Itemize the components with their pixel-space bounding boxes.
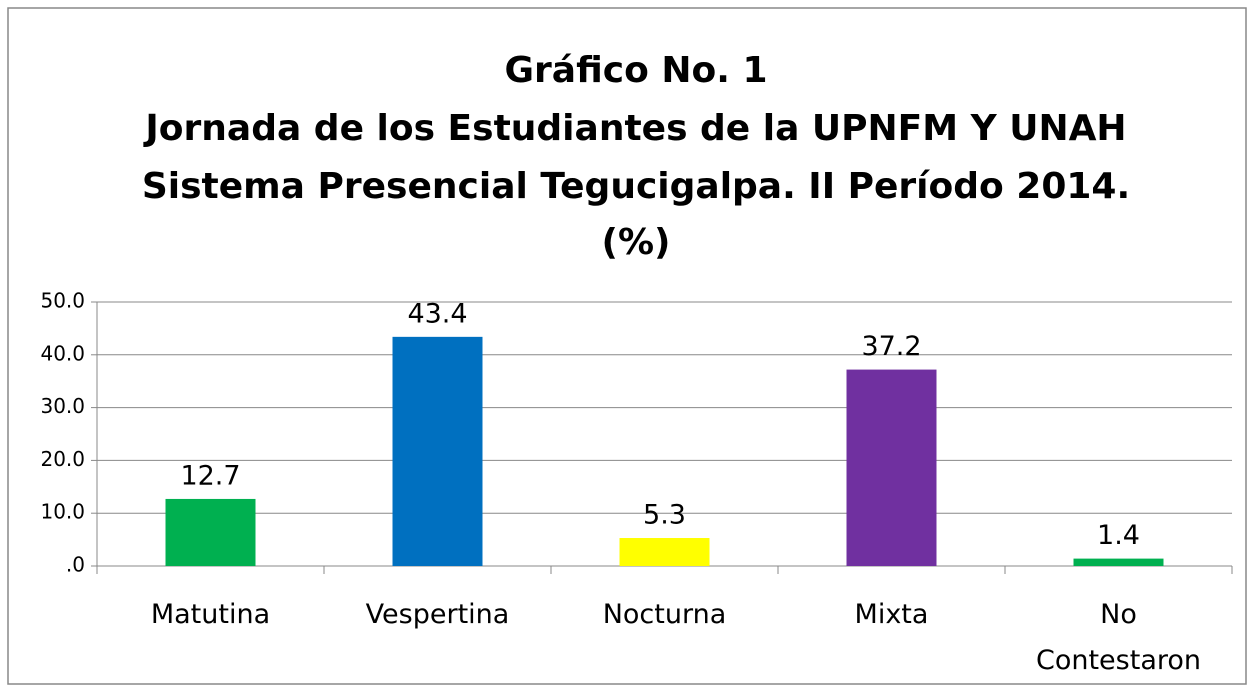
bar [619, 538, 710, 566]
value-label: 5.3 [643, 500, 686, 531]
x-tick-label: Mixta [854, 599, 929, 630]
chart-title: Sistema Presencial Tegucigalpa. II Perío… [142, 166, 1130, 207]
x-tick-label: Nocturna [602, 599, 727, 630]
chart-title: (%) [602, 222, 671, 263]
bar [392, 336, 483, 566]
value-label: 37.2 [861, 331, 921, 362]
bar [1073, 558, 1164, 566]
y-tick-label: 40.0 [40, 341, 85, 365]
chart-frame [7, 7, 1247, 685]
y-tick-label: .0 [66, 553, 85, 577]
x-tick-label: No Contestaron [1035, 599, 1202, 676]
y-tick-label: 50.0 [40, 289, 85, 313]
chart-title: Gráfico No. 1 [504, 50, 767, 91]
chart-title: Jornada de los Estudiantes de la UPNFM Y… [142, 108, 1126, 149]
value-label: 12.7 [180, 460, 240, 491]
x-tick-label: Matutina [150, 599, 271, 630]
x-tick-label: Vespertina [365, 599, 510, 630]
bar [165, 498, 256, 566]
bar [846, 369, 937, 566]
value-label: 1.4 [1097, 520, 1140, 551]
y-tick-label: 20.0 [40, 447, 85, 471]
y-tick-label: 30.0 [40, 394, 85, 418]
y-tick-label: 10.0 [40, 500, 85, 524]
value-label: 43.4 [407, 298, 467, 329]
